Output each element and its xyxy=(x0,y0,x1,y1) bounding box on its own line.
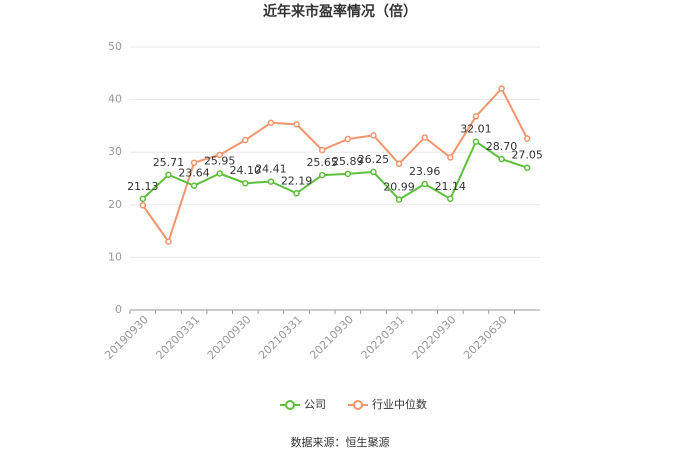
point xyxy=(293,190,300,197)
point xyxy=(190,182,198,189)
point xyxy=(498,155,505,163)
y-tick-label: 10 xyxy=(108,250,122,263)
point xyxy=(498,85,505,92)
x-tick-label: 20220331 xyxy=(359,313,408,362)
data-label: 28.70 xyxy=(486,140,518,153)
data-label: 27.05 xyxy=(511,149,543,162)
point xyxy=(139,195,147,203)
point xyxy=(421,134,428,141)
data-label: 25.95 xyxy=(204,155,236,168)
y-tick-label: 30 xyxy=(108,145,122,158)
data-label: 25.71 xyxy=(153,156,185,169)
point xyxy=(523,135,531,142)
x-tick-label: 20230630 xyxy=(461,313,510,362)
y-tick-label: 50 xyxy=(108,40,122,53)
point xyxy=(370,132,377,139)
data-label: 23.96 xyxy=(409,165,441,178)
point xyxy=(472,138,480,145)
point xyxy=(165,171,172,179)
point xyxy=(216,170,223,177)
point xyxy=(447,195,454,203)
point xyxy=(318,146,326,154)
point xyxy=(293,121,300,128)
data-label: 24.41 xyxy=(255,163,287,176)
point xyxy=(523,164,531,171)
legend-marker xyxy=(285,400,295,410)
x-tick-label: 20190930 xyxy=(102,313,151,362)
point xyxy=(216,151,223,159)
point xyxy=(344,170,352,178)
point xyxy=(447,154,454,161)
point xyxy=(267,119,275,126)
x-tick-label: 20210930 xyxy=(307,313,356,362)
y-tick-label: 20 xyxy=(108,198,122,211)
point xyxy=(395,160,403,168)
y-tick-label: 40 xyxy=(108,93,122,106)
data-label: 24.10 xyxy=(230,164,262,177)
data-label: 20.99 xyxy=(383,181,415,194)
legend-marker xyxy=(353,400,363,410)
legend-label: 公司 xyxy=(304,398,326,411)
data-label: 25.65 xyxy=(306,156,338,169)
point xyxy=(370,168,377,176)
source-note: 数据来源：恒生聚源 xyxy=(291,435,390,449)
x-tick-label: 20210331 xyxy=(256,313,305,362)
point xyxy=(242,179,249,187)
series-line xyxy=(141,86,529,244)
point xyxy=(267,178,275,185)
x-tick-label: 20200331 xyxy=(154,313,203,362)
point xyxy=(139,202,147,209)
data-label: 21.14 xyxy=(435,180,467,193)
point xyxy=(395,196,403,203)
point xyxy=(472,113,480,120)
data-label: 21.13 xyxy=(127,180,159,193)
data-label: 25.89 xyxy=(332,155,364,168)
data-label: 22.19 xyxy=(281,174,313,187)
point xyxy=(242,136,249,144)
data-label: 23.64 xyxy=(178,167,210,180)
point xyxy=(421,180,428,188)
chart-title: 近年来市盈率情况（倍） xyxy=(263,3,417,20)
point xyxy=(190,159,198,166)
x-tick-label: 20200930 xyxy=(205,313,254,362)
y-tick-label: 0 xyxy=(115,303,122,316)
series-line xyxy=(142,140,528,201)
point xyxy=(318,171,326,179)
point xyxy=(165,238,172,245)
data-label: 26.25 xyxy=(358,153,390,166)
data-label: 32.01 xyxy=(460,123,492,136)
legend-label: 行业中位数 xyxy=(372,397,427,411)
x-tick-label: 20220930 xyxy=(410,313,459,362)
point xyxy=(344,135,352,143)
